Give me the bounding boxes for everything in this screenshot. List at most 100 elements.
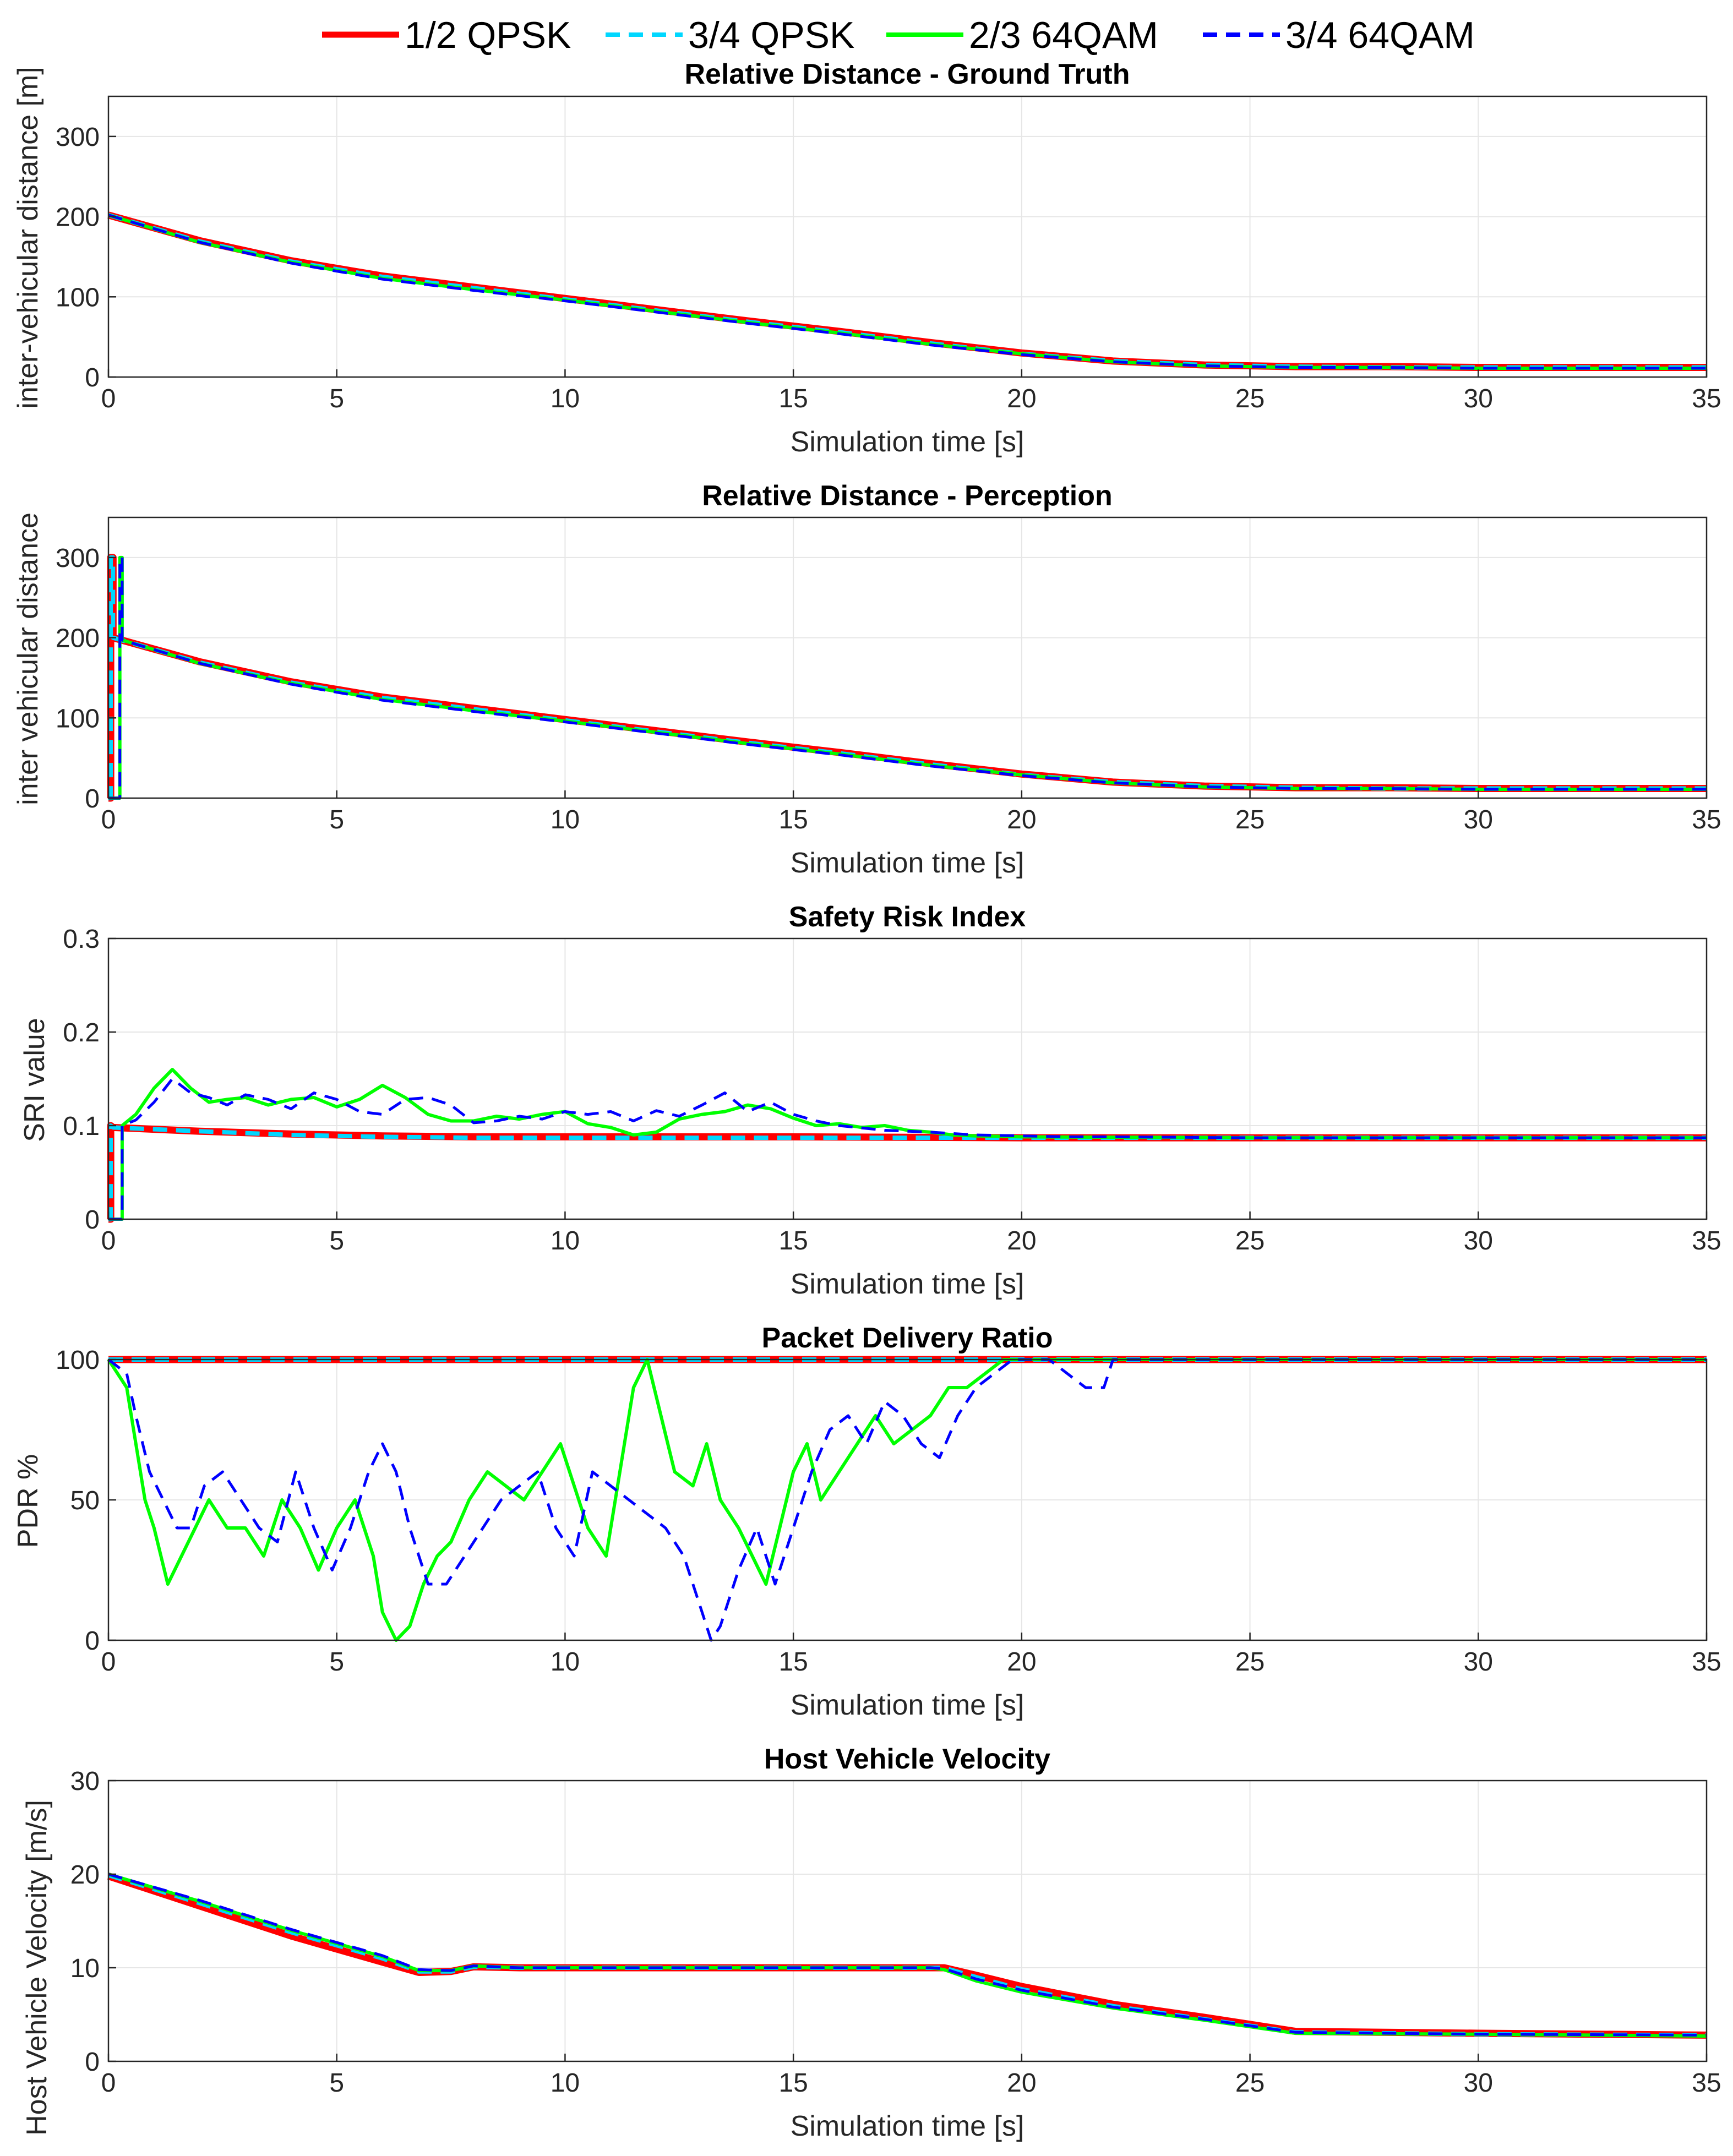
legend-label-1-2-qpsk: 1/2 QPSK [405,14,571,56]
x-tick-label: 25 [1235,1647,1265,1677]
legend: 1/2 QPSK 3/4 QPSK 2/3 64QAM 3/4 64QAM [322,14,1475,56]
x-tick-label: 10 [551,805,580,834]
y-tick-label: 20 [70,1860,100,1890]
series-line-3-4-64qam [108,1873,1707,2037]
x-tick-label: 15 [778,1647,808,1677]
series-group [107,1873,1707,2039]
x-tick-label: 10 [551,2068,580,2098]
x-tick-label: 10 [551,1647,580,1677]
x-tick-label: 5 [329,1226,344,1256]
plot-area: 0 5 10 15 20 25 30 35 0 50 100 [56,1346,1721,1677]
y-axis-label: Host Vehicle Velocity [m/s] [21,1800,53,2136]
y-tick-label: 300 [56,123,100,152]
y-tick-label: 0 [85,1205,100,1235]
panel-relative-distance-perception: Relative Distance - Perception Simulatio… [12,480,1721,879]
panel-title: Host Vehicle Velocity [764,1743,1050,1775]
series-line-3-4-64qam [108,214,1707,370]
axes-box [107,516,1708,799]
panel-title: Safety Risk Index [789,901,1026,933]
series-line-3-4-64qam [108,1077,1707,1221]
x-tick-label: 35 [1692,2068,1721,2098]
series-line-3-4-qpsk [108,555,1707,800]
x-tick-label: 15 [778,1226,808,1256]
x-tick-label: 5 [329,1647,344,1677]
axes-box [107,937,1708,1220]
x-tick-label: 20 [1007,384,1036,413]
panel-title: Relative Distance - Ground Truth [684,58,1130,90]
panel-packet-delivery-ratio: Packet Delivery Ratio Simulation time [s… [12,1322,1721,1721]
series-group [107,554,1707,802]
series-line-2-3-64qam [107,1358,1707,1642]
x-tick-label: 30 [1464,1226,1493,1256]
y-tick-label: 0 [85,1626,100,1656]
legend-entry: 2/3 64QAM [886,14,1158,56]
x-tick-label: 10 [551,1226,580,1256]
series-line-2-3-64qam [108,1068,1707,1221]
y-axis-label: PDR % [12,1454,44,1548]
plot-background [108,938,1707,1219]
panel-title: Packet Delivery Ratio [762,1322,1053,1354]
series-line-3-4-64qam [108,556,1707,800]
x-tick-label: 5 [329,805,344,834]
x-tick-label: 0 [101,384,116,413]
plot-area: 0 5 10 15 20 25 30 35 0 10 20 30 [70,1767,1721,2098]
x-tick-label: 0 [101,1647,116,1677]
legend-entry: 1/2 QPSK [322,14,571,56]
x-tick-label: 5 [329,2068,344,2098]
panel-host-vehicle-velocity: Host Vehicle Velocity Simulation time [s… [21,1743,1721,2142]
x-tick-label: 20 [1007,1226,1036,1256]
axes-box [107,95,1708,378]
y-tick-label: 0.1 [63,1112,100,1141]
panel-safety-risk-index: Safety Risk Index Simulation time [s] SR… [19,901,1721,1300]
x-tick-label: 15 [778,384,808,413]
x-tick-label: 25 [1235,805,1265,834]
legend-entry: 3/4 QPSK [606,14,854,56]
panel-relative-distance-ground-truth: Relative Distance - Ground Truth Simulat… [12,58,1721,458]
y-tick-label: 0 [85,784,100,814]
plot-area: 0 5 10 15 20 25 30 35 0 0.1 0.2 0.3 [63,925,1721,1256]
y-tick-label: 0.2 [63,1018,100,1047]
y-axis-label: SRI value [19,1018,51,1142]
x-tick-label: 25 [1235,2068,1265,2098]
y-tick-label: 50 [70,1486,100,1515]
x-tick-label: 25 [1235,1226,1265,1256]
y-tick-label: 100 [56,704,100,733]
x-axis-label: Simulation time [s] [791,1689,1024,1721]
x-tick-label: 0 [101,1226,116,1256]
y-tick-label: 100 [56,1346,100,1375]
x-tick-label: 25 [1235,384,1265,413]
x-tick-label: 30 [1464,2068,1493,2098]
x-tick-label: 0 [101,805,116,834]
y-axis-label: inter-vehicular distance [m] [12,67,44,408]
x-tick-label: 35 [1692,384,1721,413]
x-tick-label: 30 [1464,384,1493,413]
x-tick-label: 20 [1007,805,1036,834]
legend-label-2-3-64qam: 2/3 64QAM [969,14,1158,56]
y-tick-label: 200 [56,203,100,232]
x-tick-label: 0 [101,2068,116,2098]
panel-title: Relative Distance - Perception [702,480,1113,512]
y-tick-label: 200 [56,624,100,653]
x-axis-label: Simulation time [s] [791,426,1024,458]
x-tick-label: 15 [778,2068,808,2098]
y-tick-label: 10 [70,1954,100,1983]
series-line-3-4-64qam [107,1358,1707,1642]
plot-background [108,1781,1707,2061]
plot-area: 0 5 10 15 20 25 30 35 0 100 200 300 [56,516,1721,834]
y-tick-label: 0.3 [63,925,100,954]
y-tick-label: 30 [70,1767,100,1796]
x-tick-label: 20 [1007,2068,1036,2098]
x-tick-label: 30 [1464,805,1493,834]
axes-box [107,1780,1708,2062]
y-tick-label: 0 [85,363,100,392]
plot-background [108,96,1707,377]
x-axis-label: Simulation time [s] [791,1268,1024,1300]
x-tick-label: 30 [1464,1647,1493,1677]
y-tick-label: 0 [85,2048,100,2077]
plot-area: 0 5 10 15 20 25 30 35 0 100 200 300 [56,95,1721,413]
x-tick-label: 35 [1692,805,1721,834]
x-axis-label: Simulation time [s] [791,2110,1024,2142]
series-group [107,211,1707,371]
x-tick-label: 5 [329,384,344,413]
